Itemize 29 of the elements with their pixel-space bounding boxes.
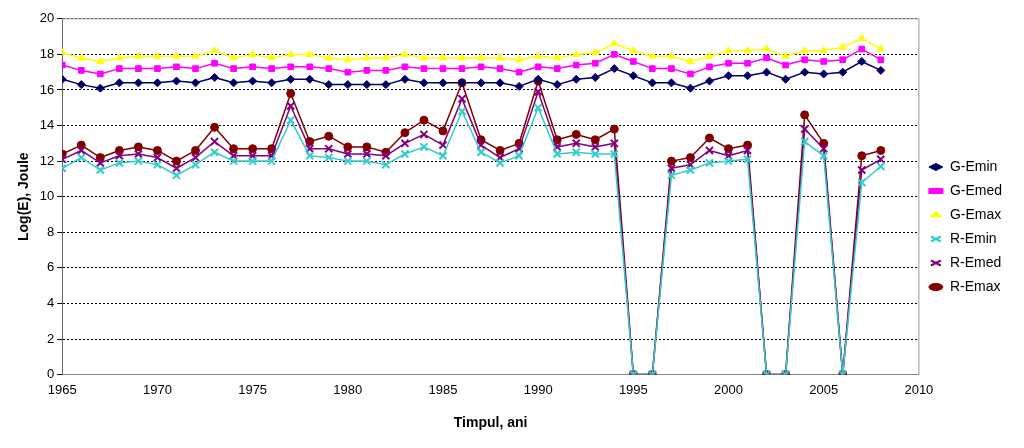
legend-label: G-Emed bbox=[949, 181, 1002, 198]
y-tick-label: 4 bbox=[47, 295, 55, 311]
x-axis-title: Timpul, ani bbox=[453, 414, 528, 431]
x-tick-label: 1990 bbox=[523, 381, 553, 397]
x-tick-label: 2010 bbox=[904, 381, 934, 397]
y-tick-label: 10 bbox=[39, 188, 55, 204]
legend-label: G-Emax bbox=[949, 205, 1002, 222]
y-tick-label: 6 bbox=[47, 259, 55, 275]
x-tick-label: 1970 bbox=[142, 381, 172, 397]
y-tick-label: 12 bbox=[39, 152, 55, 168]
legend-label: G-Emin bbox=[949, 157, 998, 174]
x-tick-label: 1975 bbox=[238, 381, 268, 397]
legend-label: R-Emin bbox=[949, 229, 997, 246]
y-tick-label: 18 bbox=[39, 45, 55, 61]
y-tick-label: 2 bbox=[47, 330, 55, 346]
legend-label: R-Emed bbox=[949, 253, 1002, 270]
x-tick-label: 1995 bbox=[618, 381, 648, 397]
x-tick-label: 2000 bbox=[714, 381, 743, 397]
y-tick-label: 8 bbox=[47, 223, 55, 239]
y-axis-title: Log(E), Joule bbox=[15, 152, 32, 242]
y-tick-label: 16 bbox=[39, 81, 55, 97]
x-tick-label: 1985 bbox=[428, 381, 458, 397]
y-tick-label: 20 bbox=[39, 10, 55, 26]
legend-label: R-Emax bbox=[949, 277, 1001, 294]
y-tick-label: 0 bbox=[47, 366, 55, 382]
y-tick-label: 14 bbox=[39, 117, 55, 133]
x-tick-label: 1965 bbox=[47, 381, 77, 397]
x-tick-label: 2005 bbox=[809, 381, 839, 397]
x-tick-label: 1980 bbox=[333, 381, 363, 397]
